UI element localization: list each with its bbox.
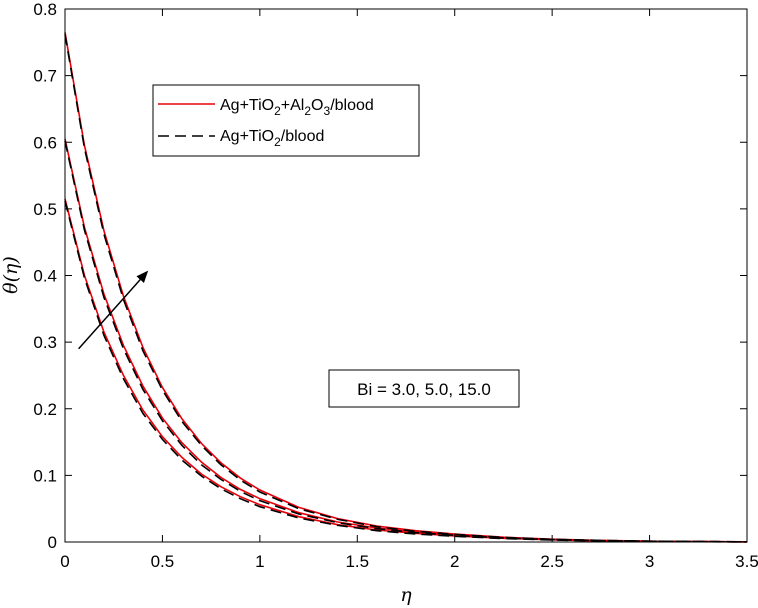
annotation: Bi = 3.0, 5.0, 15.0 <box>78 270 520 408</box>
x-tick-label: 1.5 <box>345 552 369 571</box>
dashed-curve-3 <box>64 34 748 543</box>
y-tick-label: 0.2 <box>33 400 57 419</box>
x-tick-label: 2.5 <box>540 552 564 571</box>
y-tick-label: 0.7 <box>33 67 57 86</box>
y-tick-label: 0.4 <box>33 267 57 286</box>
y-tick-label: 0.8 <box>33 0 57 19</box>
y-axis-label: θ(η) <box>0 256 22 294</box>
x-tick-label: 3 <box>645 552 654 571</box>
legend-label-hybrid: Ag+TiO2/blood <box>220 128 324 149</box>
ticks-layer: 0 0.5 1 1.5 2 2.5 3 3.5 0 0.1 0.2 0.3 0.4 0.5 0.6 0.7 0.… <box>33 0 758 571</box>
y-tick-label: 0 <box>48 533 57 552</box>
x-tick-label: 3.5 <box>735 552 758 571</box>
y-tick-label: 0.3 <box>33 333 57 352</box>
x-axis-label: η <box>400 584 412 606</box>
x-tick-label: 2 <box>450 552 459 571</box>
x-tick-label: 0.5 <box>151 552 175 571</box>
curves-layer <box>64 32 748 543</box>
y-tick-label: 0.5 <box>33 200 57 219</box>
y-tick-label: 0.6 <box>33 133 57 152</box>
dashed-curve-2 <box>64 140 748 543</box>
legend-box <box>152 84 420 157</box>
annotation-box <box>328 369 520 408</box>
annotation-arrow <box>78 270 149 350</box>
legend: Ag+TiO2+Al2O3/blood Ag+TiO2/blood <box>152 84 420 157</box>
y-tick-label: 0.1 <box>33 466 57 485</box>
x-tick-label: 0 <box>60 552 69 571</box>
annotation-text: Bi = 3.0, 5.0, 15.0 <box>357 380 491 399</box>
x-tick-label: 1 <box>255 552 264 571</box>
legend-label-ternary: Ag+TiO2+Al2O3/blood <box>220 97 374 118</box>
solid-curve-2 <box>64 138 748 543</box>
